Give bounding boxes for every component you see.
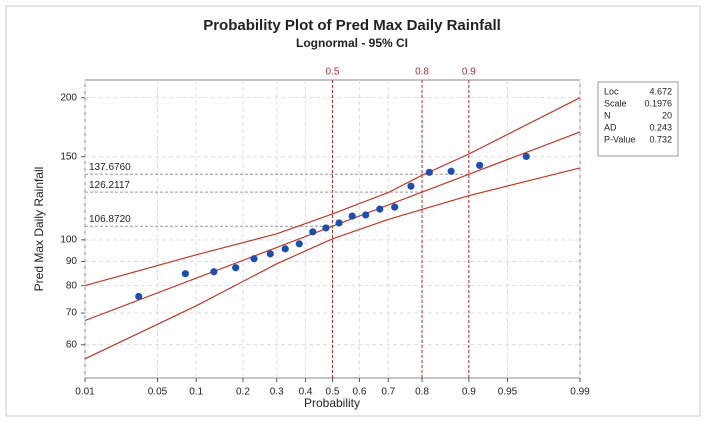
x-tick-label: 0.01 [75,387,95,398]
x-tick-label: 0.05 [148,387,168,398]
reference-label-x: 0.8 [415,67,429,78]
x-tick-label: 0.4 [299,387,313,398]
stat-label: Loc [604,86,619,96]
data-point [348,212,356,220]
data-point [295,240,303,248]
x-tick-label: 0.3 [270,387,284,398]
reference-label-y: 126.2117 [89,180,130,191]
data-point [376,205,384,213]
data-point [181,270,189,278]
y-tick-label: 90 [66,256,78,267]
y-tick-label: 200 [60,92,77,103]
stat-value: 20 [662,110,672,120]
x-tick-label: 0.9 [462,387,476,398]
data-point [135,292,143,301]
stat-label: N [604,110,611,120]
data-point [322,224,330,232]
chart-title: Probability Plot of Pred Max Daily Rainf… [203,17,501,34]
reference-label-y: 106.8720 [89,214,131,225]
stat-value: 0.243 [649,122,672,132]
data-point [407,182,415,190]
y-tick-label: 60 [66,339,78,350]
y-axis-label: Pred Max Daily Rainfall [32,167,46,292]
reference-label-x: 0.5 [326,67,340,78]
data-point [232,264,240,272]
x-tick-label: 0.5 [326,387,340,398]
x-tick-label: 0.99 [570,387,590,398]
data-point [335,219,343,227]
data-point [210,268,218,276]
y-tick-label: 150 [60,151,77,162]
stat-value: 4.672 [649,86,672,96]
data-point [281,245,289,253]
data-point [522,152,530,161]
reference-label-x: 0.9 [462,67,476,78]
y-tick-label: 80 [66,280,78,291]
data-point [391,203,399,211]
data-point [447,167,455,175]
stat-value: 0.1976 [644,98,672,108]
chart-subtitle: Lognormal - 95% CI [296,36,408,50]
stats-box [597,81,679,157]
stat-value: 0.732 [649,134,672,144]
stat-label: Scale [604,98,627,108]
reference-label-y: 137.6760 [89,162,131,173]
ci-upper-line [84,97,581,287]
x-tick-label: 0.8 [415,387,429,398]
stat-label: AD [604,122,617,132]
data-point [425,168,433,176]
y-tick-label: 70 [66,308,78,319]
x-tick-label: 0.2 [236,387,250,398]
data-point [266,250,274,258]
ci-lower-line [84,167,581,360]
x-tick-label: 0.7 [381,387,395,398]
data-point [309,228,317,236]
x-tick-label: 0.95 [498,387,518,398]
x-axis-label: Probability [304,396,360,410]
x-tick-label: 0.1 [189,387,203,398]
data-point [476,161,484,169]
x-tick-label: 0.6 [353,387,367,398]
fit-line [84,131,581,322]
data-point [362,211,370,219]
data-point [250,255,258,263]
y-tick-label: 100 [60,235,77,246]
stat-label: P-Value [604,134,635,144]
